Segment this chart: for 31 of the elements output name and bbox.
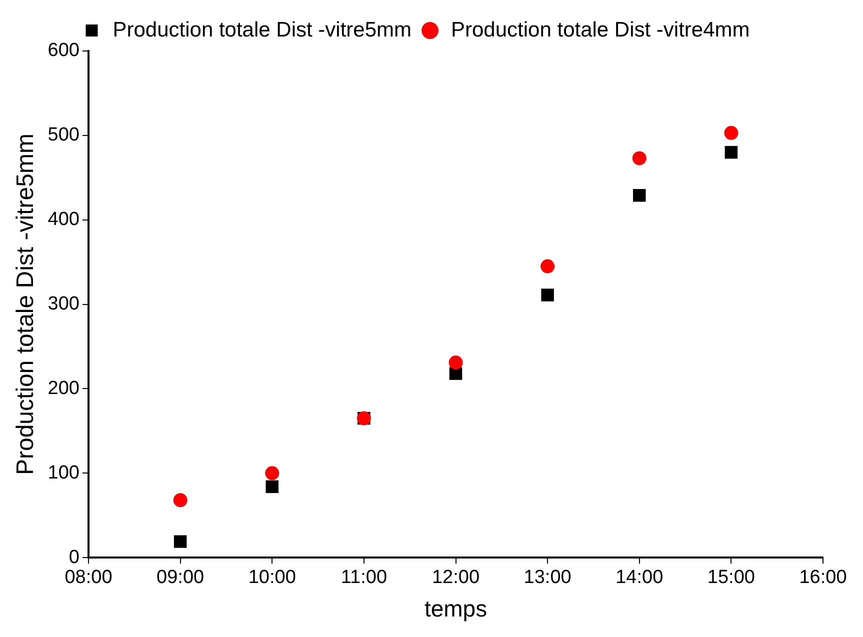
y-tick-label: 500 xyxy=(48,124,80,146)
point xyxy=(174,535,187,548)
x-tick-label: 12:00 xyxy=(432,567,480,588)
x-tick-label: 13:00 xyxy=(524,567,572,588)
point xyxy=(541,288,554,302)
x-tick-label: 10:00 xyxy=(248,567,296,588)
y-tick-label: 200 xyxy=(48,378,80,399)
x-tick-label: 08:00 xyxy=(64,567,112,588)
point xyxy=(540,259,555,274)
y-tick-label: 0 xyxy=(68,546,80,568)
point xyxy=(448,356,463,370)
x-tick-label: 15:00 xyxy=(707,567,755,588)
legend-label: Production totale Dist -vitre5mm xyxy=(112,18,412,42)
y-tick-label: 100 xyxy=(48,462,80,484)
y-axis-title: Production totale Dist -vitre5mm xyxy=(12,134,40,476)
point xyxy=(724,126,738,140)
point xyxy=(633,189,646,202)
point xyxy=(632,151,646,166)
x-tick-label: 11:00 xyxy=(340,567,388,588)
point xyxy=(266,480,278,494)
point xyxy=(265,466,280,480)
point xyxy=(724,146,738,159)
y-tick-label: 600 xyxy=(48,40,80,62)
point xyxy=(173,493,188,508)
x-axis-title: temps xyxy=(424,596,488,622)
x-tick-label: 09:00 xyxy=(156,567,204,588)
legend-label: Production totale Dist -vitre4mm xyxy=(451,18,750,42)
y-tick-label: 300 xyxy=(48,294,80,315)
y-tick-label: 400 xyxy=(48,209,80,230)
x-tick-label: 14:00 xyxy=(616,567,664,588)
x-tick-label: 16:00 xyxy=(799,567,847,588)
